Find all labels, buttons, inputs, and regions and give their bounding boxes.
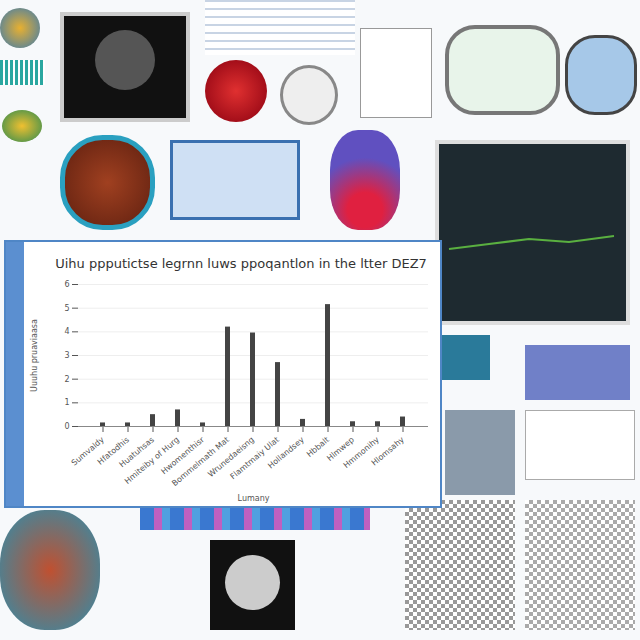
- svg-text:Flamtmaiy Ulat: Flamtmaiy Ulat: [228, 435, 281, 482]
- svg-text:Hfatodhis: Hfatodhis: [95, 435, 131, 467]
- svg-text:4: 4: [64, 327, 69, 336]
- svg-text:Hlmwep: Hlmwep: [325, 435, 356, 463]
- svg-text:Hbbalt: Hbbalt: [304, 435, 331, 460]
- svg-text:Uuuhu pruaviaasa: Uuuhu pruaviaasa: [30, 319, 39, 392]
- svg-text:Hmiteiby of Hurg: Hmiteiby of Hurg: [122, 435, 181, 486]
- svg-text:Hmmonihy: Hmmonihy: [341, 435, 381, 471]
- svg-text:Sumvaldy: Sumvaldy: [69, 435, 106, 468]
- svg-text:2: 2: [64, 375, 69, 384]
- svg-text:Huatuhsas: Huatuhsas: [117, 435, 156, 470]
- svg-text:Bommelmath Mat: Bommelmath Mat: [170, 435, 231, 488]
- svg-text:Hwomenthisr: Hwomenthisr: [159, 435, 206, 477]
- svg-text:1: 1: [64, 398, 69, 407]
- svg-text:0: 0: [64, 422, 69, 431]
- svg-text:Hlomsahy: Hlomsahy: [370, 435, 406, 468]
- svg-text:5: 5: [64, 304, 69, 313]
- svg-text:Lumany: Lumany: [238, 494, 270, 503]
- svg-text:Hollandsey: Hollandsey: [266, 435, 306, 470]
- svg-text:6: 6: [64, 280, 69, 289]
- html-text:Uihu ppputictse legrnn luws pp: Uihu ppputictse legrnn luws ppoqantlon i…: [55, 256, 427, 271]
- svg-text:3: 3: [64, 351, 69, 360]
- svg-text:Wrunedaeisng: Wrunedaeisng: [206, 435, 256, 479]
